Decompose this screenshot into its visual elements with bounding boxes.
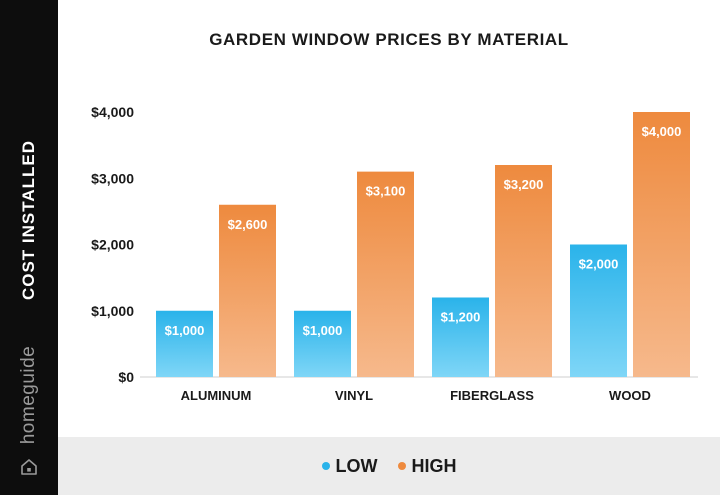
y-tick-label: $1,000 [91, 303, 134, 319]
legend: LOW HIGH [58, 454, 720, 477]
bar-high [633, 112, 690, 377]
bar-value-label: $1,000 [303, 323, 343, 338]
y-tick-label: $3,000 [91, 170, 134, 186]
sidebar: COST INSTALLED homeguide [0, 0, 58, 495]
bar-low [432, 297, 489, 377]
bar-low [294, 310, 351, 377]
brand-logo-text: homeguide [18, 345, 39, 445]
x-tick-label: WOOD [609, 388, 651, 403]
bar-value-label: $3,100 [366, 184, 406, 199]
legend-item-low: LOW [321, 455, 378, 477]
bar-value-label: $1,000 [165, 323, 205, 338]
chart-title: GARDEN WINDOW PRICES BY MATERIAL [209, 30, 569, 49]
legend-label: HIGH [411, 455, 457, 476]
x-tick-label: FIBERGLASS [450, 388, 534, 403]
bar-value-label: $1,200 [441, 310, 481, 325]
bar-low [570, 244, 627, 377]
bar-high [495, 165, 552, 377]
bar-value-label: $2,600 [228, 217, 268, 232]
legend-swatch [397, 462, 406, 470]
y-tick-label: $4,000 [91, 104, 134, 120]
bar-value-label: $3,200 [504, 177, 544, 192]
legend-label: LOW [335, 455, 378, 476]
y-tick-label: $2,000 [91, 237, 134, 253]
legend-swatch [321, 462, 330, 470]
bar-chart: $0 $1,000 $2,000 $3,000 $4,000 $1,000 $2,600 AL… [91, 104, 698, 403]
legend-item-high: HIGH [397, 455, 457, 477]
bar-value-label: $2,000 [579, 257, 619, 272]
x-tick-label: VINYL [335, 388, 373, 403]
bar-value-label: $4,000 [642, 124, 682, 139]
y-tick-label: $0 [118, 369, 134, 385]
legend-band: LOW HIGH [58, 437, 720, 495]
chart-main: GARDEN WINDOW PRICES BY MATERIAL $0 $1,00… [58, 0, 720, 495]
home-icon [21, 459, 37, 475]
bar-high [219, 204, 276, 377]
y-axis-title: COST INSTALLED [19, 139, 38, 301]
bar-low [156, 310, 213, 377]
x-tick-label: ALUMINUM [181, 388, 252, 403]
bar-high [357, 171, 414, 377]
